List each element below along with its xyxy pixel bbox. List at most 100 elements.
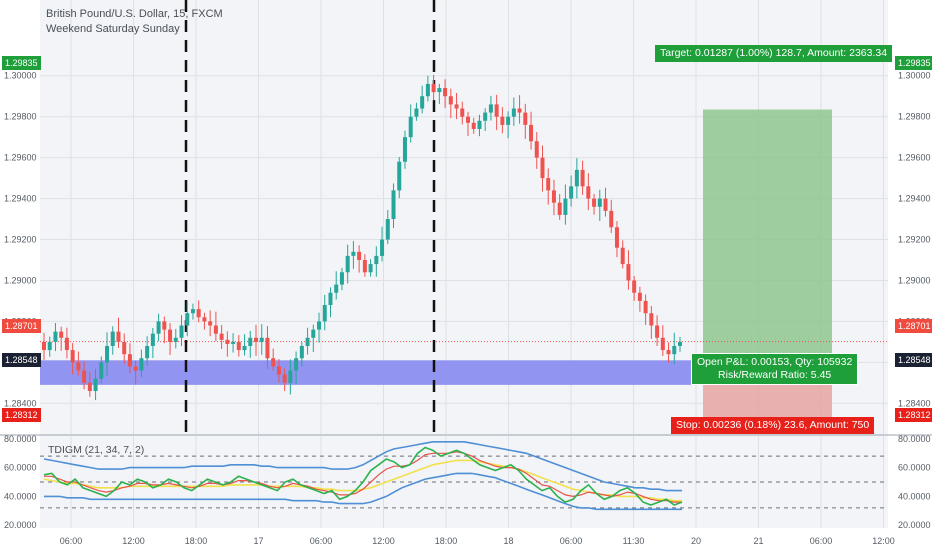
candle-body bbox=[574, 169, 579, 187]
candle-body bbox=[122, 341, 127, 355]
candle-body bbox=[488, 104, 493, 113]
indicator-tick-label-right: 40.0000 bbox=[898, 491, 931, 501]
candle-body bbox=[47, 341, 52, 351]
chart-subtitle: Weekend Saturday Sunday bbox=[46, 23, 180, 35]
price-tick-label-left: 1.29200 bbox=[4, 235, 37, 245]
candle-body bbox=[105, 345, 110, 363]
candle-body bbox=[483, 112, 488, 121]
indicator-lower-band bbox=[44, 472, 682, 511]
support-zone bbox=[40, 360, 730, 385]
candle-body bbox=[557, 202, 562, 215]
candle-body bbox=[362, 259, 367, 273]
candle-body bbox=[443, 88, 448, 97]
current-price-label-left: 1.28701 bbox=[2, 319, 41, 333]
price-tick-label-right: 1.29800 bbox=[898, 112, 931, 122]
price-tick-label-right: 1.29400 bbox=[898, 194, 931, 204]
candle-body bbox=[523, 112, 528, 125]
candle-body bbox=[259, 337, 264, 342]
price-tick-label-left: 1.29600 bbox=[4, 153, 37, 163]
candle-body bbox=[414, 108, 419, 117]
candle-body bbox=[76, 362, 81, 371]
candle-body bbox=[196, 309, 201, 318]
candle-body bbox=[551, 190, 556, 203]
price-tick-label-left: 1.29800 bbox=[4, 112, 37, 122]
candle-body bbox=[208, 321, 213, 326]
candle-body bbox=[127, 354, 132, 367]
candle-body bbox=[385, 219, 390, 240]
candle-body bbox=[99, 362, 104, 379]
candle-body bbox=[139, 358, 144, 371]
candle-body bbox=[431, 83, 436, 93]
candle-body bbox=[254, 337, 258, 342]
candle-body bbox=[351, 251, 356, 256]
candle-body bbox=[408, 116, 413, 138]
candle-body bbox=[265, 337, 270, 359]
candle-body bbox=[477, 120, 482, 129]
indicator-price-line bbox=[43, 446, 683, 506]
candle-body bbox=[311, 329, 316, 338]
chart-title: British Pound/U.S. Dollar, 15, FXCM bbox=[46, 8, 223, 20]
open-pl-annotation[interactable]: Open P&L: 0.00153, Qty: 105932 Risk/Rewa… bbox=[691, 353, 859, 385]
candle-body bbox=[637, 292, 642, 301]
candle-body bbox=[231, 341, 236, 344]
time-tick-label: 12:00 bbox=[872, 536, 895, 546]
price-tick-label-right: 1.28400 bbox=[898, 398, 931, 408]
candle-body bbox=[150, 333, 155, 346]
candle-body bbox=[620, 247, 625, 265]
candle-body bbox=[345, 255, 350, 273]
candle-body bbox=[660, 337, 665, 351]
time-tick-label: 18:00 bbox=[185, 536, 208, 546]
candle-body bbox=[299, 345, 304, 359]
candle-body bbox=[437, 88, 442, 93]
candle-body bbox=[402, 137, 407, 162]
candle-body bbox=[649, 313, 654, 326]
candle-body bbox=[655, 325, 660, 338]
target-zone bbox=[703, 109, 832, 373]
target-annotation[interactable]: Target: 0.01287 (1.00%) 128.7, Amount: 2… bbox=[655, 45, 893, 62]
candle-body bbox=[116, 331, 121, 342]
candle-body bbox=[87, 382, 92, 392]
candle-body bbox=[53, 331, 58, 342]
candle-body bbox=[190, 309, 195, 314]
candle-body bbox=[82, 370, 87, 383]
candle-body bbox=[179, 325, 184, 338]
candle-body bbox=[592, 198, 597, 207]
stop-annotation[interactable]: Stop: 0.00236 (0.18%) 23.6, Amount: 750 bbox=[671, 417, 875, 434]
candle-body bbox=[374, 255, 379, 265]
candle-body bbox=[460, 108, 465, 117]
candle-body bbox=[271, 358, 276, 367]
candle-body bbox=[225, 339, 230, 344]
price-tick-label-right: 1.30000 bbox=[898, 71, 931, 81]
indicator-tick-label-left: 60.0000 bbox=[4, 463, 37, 473]
candle-body bbox=[678, 341, 682, 346]
indicator-tick-label-left: 40.0000 bbox=[4, 491, 37, 501]
candle-body bbox=[317, 321, 322, 330]
candle-body bbox=[339, 272, 344, 285]
candle-body bbox=[586, 186, 591, 199]
candle-body bbox=[540, 157, 545, 179]
risk-reward-text: Risk/Reward Ratio: 5.45 bbox=[718, 369, 832, 381]
candle-body bbox=[202, 317, 207, 322]
candle-body bbox=[334, 284, 339, 293]
indicator-tick-label-right: 20.0000 bbox=[898, 520, 931, 530]
target-price-label-left: 1.29835 bbox=[2, 56, 41, 70]
candle-body bbox=[42, 341, 46, 351]
price-tick-label-right: 1.29600 bbox=[898, 153, 931, 163]
open-pl-text: Open P&L: 0.00153, Qty: 105932 bbox=[697, 356, 853, 368]
candle-body bbox=[563, 198, 568, 215]
candle-body bbox=[546, 178, 551, 191]
candle-body bbox=[282, 374, 287, 383]
candle-body bbox=[70, 350, 75, 363]
entry-price-label-left: 1.28548 bbox=[2, 353, 41, 367]
candle-body bbox=[391, 190, 396, 220]
target-price-label-right: 1.29835 bbox=[895, 56, 932, 70]
candle-body bbox=[133, 366, 138, 371]
candle-body bbox=[506, 116, 511, 125]
time-tick-label: 17 bbox=[253, 536, 263, 546]
candle-body bbox=[242, 345, 247, 351]
candle-body bbox=[162, 321, 167, 330]
candle-body bbox=[380, 239, 385, 256]
candle-body bbox=[643, 300, 648, 314]
